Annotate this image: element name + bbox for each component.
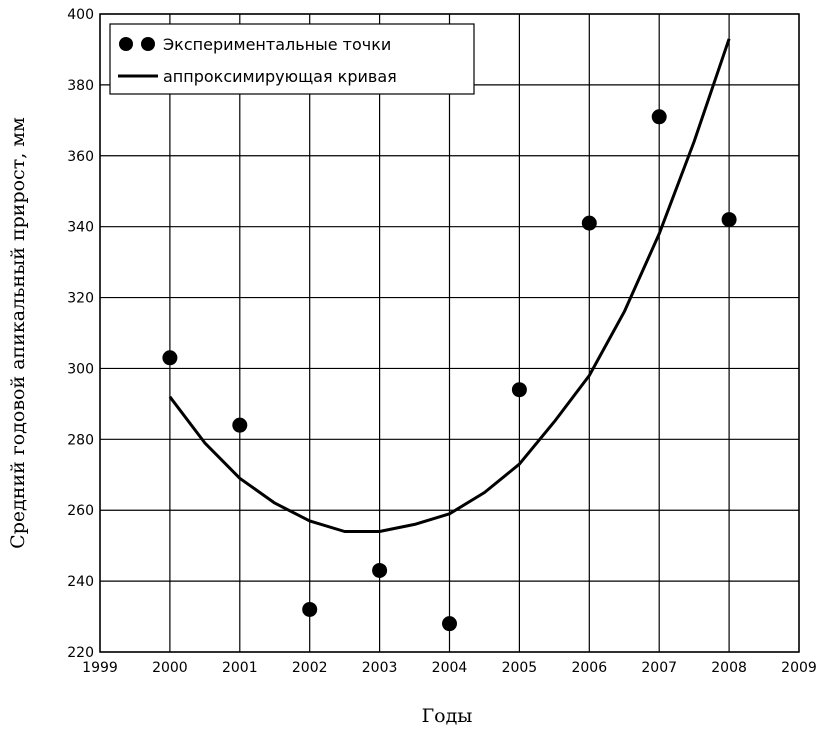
tick-labels: 1999 2000 2001 2002 2003 2004 2005 2006 2007 2008… bbox=[67, 7, 817, 676]
y-axis-title: Средний годовой апикальный прирост, мм bbox=[7, 117, 29, 549]
legend-marker-points bbox=[119, 37, 133, 51]
x-tick-label: 2004 bbox=[432, 660, 468, 676]
y-tick-label: 280 bbox=[67, 432, 94, 448]
legend-marker-points bbox=[141, 37, 155, 51]
legend-label-points: Экспериментальные точки bbox=[163, 35, 391, 54]
y-tick-label: 360 bbox=[67, 149, 94, 165]
data-point bbox=[721, 212, 737, 228]
x-tick-label: 2008 bbox=[711, 660, 747, 676]
plot-frame bbox=[99, 13, 800, 653]
x-tick-label: 1999 bbox=[82, 660, 118, 676]
x-tick-label: 2005 bbox=[502, 660, 538, 676]
y-tick-label: 220 bbox=[67, 645, 94, 661]
y-tick-label: 320 bbox=[67, 291, 94, 307]
x-tick-label: 2002 bbox=[292, 660, 328, 676]
x-axis-title: Годы bbox=[422, 705, 473, 727]
data-point bbox=[162, 350, 178, 366]
legend-box bbox=[109, 23, 475, 95]
data-point bbox=[511, 382, 527, 398]
data-point bbox=[372, 562, 388, 578]
x-tick-label: 2001 bbox=[222, 660, 258, 676]
data-point bbox=[232, 417, 248, 433]
x-tick-label: 2007 bbox=[641, 660, 677, 676]
approximating-curve bbox=[168, 38, 731, 533]
data-point bbox=[651, 109, 667, 125]
data-point bbox=[442, 616, 457, 632]
approximating-curve-layer bbox=[168, 38, 731, 533]
y-tick-label: 380 bbox=[67, 78, 94, 94]
x-tick-label: 2009 bbox=[781, 660, 817, 676]
x-tick-label: 2006 bbox=[571, 660, 607, 676]
y-tick-label: 240 bbox=[67, 574, 94, 590]
legend-label-curve: аппроксимирующая кривая bbox=[163, 67, 397, 86]
y-tick-label: 340 bbox=[67, 220, 94, 236]
data-point bbox=[581, 215, 597, 231]
x-tick-label: 2003 bbox=[362, 660, 398, 676]
legend: Экспериментальные точки аппроксимирующая… bbox=[109, 23, 475, 95]
y-tick-label: 400 bbox=[67, 7, 94, 23]
data-points-layer bbox=[162, 109, 737, 632]
y-tick-label: 260 bbox=[67, 503, 94, 519]
x-tick-label: 2000 bbox=[152, 660, 188, 676]
grid bbox=[99, 13, 800, 653]
y-tick-label: 300 bbox=[67, 361, 94, 377]
data-point bbox=[302, 601, 318, 617]
